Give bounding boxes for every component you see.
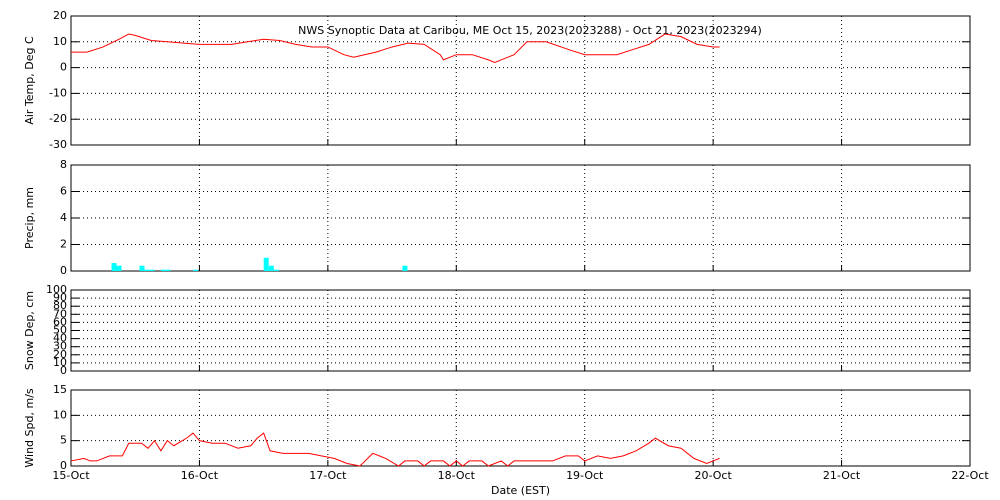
y-tick-label: 20	[53, 348, 67, 361]
x-tick-label: 15-Oct	[52, 469, 90, 482]
y-tick-label: 0	[60, 264, 67, 277]
x-tick-label: 21-Oct	[823, 469, 861, 482]
bar	[116, 265, 122, 271]
y-tick-label: -30	[49, 138, 67, 151]
y-tick-label: 60	[53, 315, 67, 328]
y-tick-label: 50	[53, 324, 67, 337]
y-tick-label: -10	[49, 86, 67, 99]
bar	[111, 263, 117, 271]
bar	[402, 265, 408, 271]
y-tick-label: 6	[60, 185, 67, 198]
data-line	[71, 33, 720, 63]
x-tick-label: 19-Oct	[566, 469, 604, 482]
bar	[193, 269, 199, 271]
bar	[139, 265, 145, 271]
y-axis-label: Snow Dep, cm	[23, 291, 36, 370]
y-tick-label: 4	[60, 211, 67, 224]
y-tick-label: 15	[53, 383, 67, 396]
bar	[165, 269, 171, 271]
y-tick-label: 80	[53, 299, 67, 312]
y-tick-label: 0	[60, 61, 67, 74]
y-tick-label: 20	[53, 9, 67, 22]
bar	[160, 269, 166, 271]
bar	[144, 269, 150, 271]
chart-title: NWS Synoptic Data at Caribou, ME Oct 15,…	[298, 24, 762, 37]
y-tick-label: 10	[53, 356, 67, 369]
plot-frame	[70, 389, 971, 467]
y-tick-label: 5	[60, 434, 67, 447]
y-tick-label: 10	[53, 35, 67, 48]
x-axis-label: Date (EST)	[491, 484, 550, 497]
bar	[273, 269, 279, 271]
x-tick-label: 22-Oct	[951, 469, 989, 482]
x-tick-label: 18-Oct	[438, 469, 476, 482]
y-tick-label: 100	[46, 283, 67, 296]
bar	[263, 257, 269, 271]
x-tick-label: 16-Oct	[181, 469, 219, 482]
y-tick-label: 0	[60, 364, 67, 377]
bar	[149, 269, 155, 271]
y-tick-label: 70	[53, 307, 67, 320]
data-line	[70, 432, 720, 467]
x-tick-label: 20-Oct	[694, 469, 732, 482]
y-tick-label: 40	[53, 332, 67, 345]
y-tick-label: 8	[60, 158, 67, 171]
x-tick-label: 17-Oct	[309, 469, 347, 482]
y-axis-label: Air Temp, Deg C	[23, 36, 36, 125]
y-axis-label: Precip, mm	[23, 187, 36, 249]
y-tick-label: 30	[53, 340, 67, 353]
bar	[268, 265, 274, 271]
plot-frame	[70, 15, 971, 146]
y-tick-label: 2	[60, 238, 67, 251]
y-axis-label: Wind Spd, m/s	[23, 388, 36, 468]
y-tick-label: 0	[60, 459, 67, 472]
y-tick-label: 90	[53, 291, 67, 304]
y-tick-label: 10	[53, 408, 67, 421]
y-tick-label: -20	[49, 112, 67, 125]
